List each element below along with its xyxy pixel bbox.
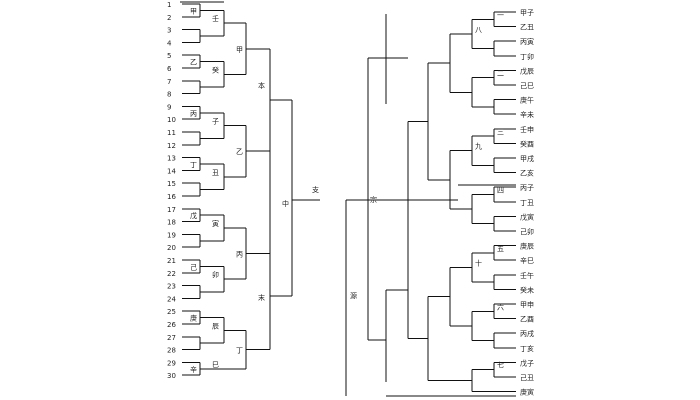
- leaf-label: 30: [167, 372, 176, 380]
- leaf-label: 6: [167, 65, 172, 73]
- leaf-label: 戊辰: [520, 66, 534, 75]
- branch-label: 七: [497, 361, 504, 370]
- clade-label: 辰: [212, 322, 219, 330]
- clade-label: 乙: [190, 59, 197, 67]
- leaf-label: 26: [167, 321, 176, 329]
- mid-label: 丙: [236, 251, 243, 259]
- leaf-label: 丁卯: [520, 52, 534, 61]
- branch-label: 三: [497, 128, 504, 136]
- clade-label: 巳: [212, 361, 219, 369]
- root-label: 源: [350, 291, 357, 300]
- clade-label: 癸: [212, 65, 219, 74]
- leaf-label: 18: [167, 219, 176, 227]
- leaf-label: 24: [167, 295, 176, 303]
- clade-label: 己: [190, 263, 197, 271]
- branch-label: 十: [475, 259, 482, 268]
- junction-label: 末: [258, 293, 265, 302]
- leaf-label: 辛未: [520, 110, 534, 119]
- leaf-label: 4: [167, 39, 172, 47]
- leaf-label: 7: [167, 78, 171, 86]
- leaf-label: 28: [167, 347, 176, 355]
- branch-label: 六: [497, 302, 504, 311]
- leaf-label: 19: [167, 231, 176, 239]
- leaf-label: 庚辰: [520, 242, 534, 251]
- clade-label: 丑: [212, 169, 219, 177]
- branch-label: 一: [497, 11, 504, 19]
- leaf-label: 12: [167, 142, 176, 150]
- leaf-label: 乙酉: [520, 316, 534, 324]
- leaf-label: 丙子: [520, 184, 534, 192]
- root-label: 支: [312, 185, 319, 194]
- leaf-label: 己巳: [520, 82, 534, 90]
- leaf-label: 20: [167, 244, 176, 252]
- leaf-label: 乙亥: [520, 169, 534, 178]
- leaf-label: 16: [167, 193, 176, 201]
- leaf-label: 1: [167, 1, 171, 9]
- clade-label: 丁: [190, 161, 197, 169]
- leaf-label: 辛巳: [520, 256, 534, 265]
- branch-label: 二: [497, 70, 504, 78]
- leaf-label: 27: [167, 334, 176, 342]
- leaf-label: 壬午: [520, 271, 534, 280]
- clade-label: 丙: [190, 110, 197, 118]
- branch-label: 四: [497, 187, 504, 195]
- leaf-label: 29: [167, 359, 176, 367]
- leaf-label: 癸酉: [520, 139, 534, 148]
- leaf-label: 己丑: [520, 374, 534, 382]
- branch-label: 五: [497, 245, 504, 253]
- leaf-label: 17: [167, 206, 176, 214]
- clade-label: 卯: [212, 270, 219, 279]
- mid-label: 甲: [236, 46, 243, 54]
- leaf-label: 14: [167, 167, 176, 175]
- leaf-label: 21: [167, 257, 176, 265]
- branch-label: 八: [475, 26, 482, 34]
- leaf-label: 甲戌: [520, 154, 534, 163]
- leaf-label: 庚寅: [520, 388, 534, 397]
- leaf-label: 壬申: [520, 125, 534, 134]
- leaf-label: 庚午: [520, 96, 534, 105]
- leaf-label: 8: [167, 91, 171, 99]
- clade-label: 庚: [190, 314, 197, 323]
- leaf-label: 23: [167, 283, 176, 291]
- branch-label: 九: [475, 142, 482, 151]
- mid-label: 丁: [236, 347, 243, 355]
- clade-label: 子: [212, 118, 219, 126]
- clade-label: 辛: [190, 365, 197, 374]
- leaf-label: 戊子: [520, 358, 534, 367]
- clade-label: 戊: [190, 211, 197, 220]
- leaf-label: 5: [167, 52, 171, 60]
- mid-label: 乙: [236, 148, 243, 156]
- leaf-label: 9: [167, 103, 171, 111]
- leaf-label: 丙戌: [520, 329, 534, 338]
- leaf-label: 丁丑: [520, 199, 534, 207]
- root-label: 宗: [370, 195, 377, 204]
- leaf-label: 己卯: [520, 227, 534, 236]
- leaf-label: 乙丑: [520, 24, 534, 32]
- leaf-label: 丁亥: [520, 344, 534, 353]
- leaf-label: 22: [167, 270, 176, 278]
- leaf-label: 甲子: [520, 9, 534, 17]
- right-dendrogram: 甲子乙丑丙寅丁卯戊辰己巳庚午辛未壬申癸酉甲戌乙亥丙子丁丑戊寅己卯庚辰辛巳壬午癸未…: [345, 9, 534, 397]
- junction-label: 中: [282, 199, 289, 208]
- leaf-label: 11: [167, 129, 176, 137]
- leaf-label: 10: [167, 116, 176, 124]
- leaf-label: 甲申: [520, 300, 534, 309]
- left-dendrogram: 1234567891011121314151617181920212223242…: [167, 1, 320, 380]
- leaf-label: 13: [167, 155, 176, 163]
- leaf-label: 癸未: [520, 285, 534, 294]
- clade-label: 甲: [190, 7, 197, 15]
- clade-label: 壬: [212, 14, 219, 23]
- clade-label: 寅: [212, 219, 219, 228]
- leaf-label: 3: [167, 27, 171, 35]
- junction-label: 本: [258, 81, 265, 90]
- leaf-label: 25: [167, 308, 176, 316]
- leaf-label: 2: [167, 14, 171, 22]
- leaf-label: 15: [167, 180, 176, 188]
- leaf-label: 丙寅: [520, 37, 534, 46]
- leaf-label: 戊寅: [520, 212, 534, 221]
